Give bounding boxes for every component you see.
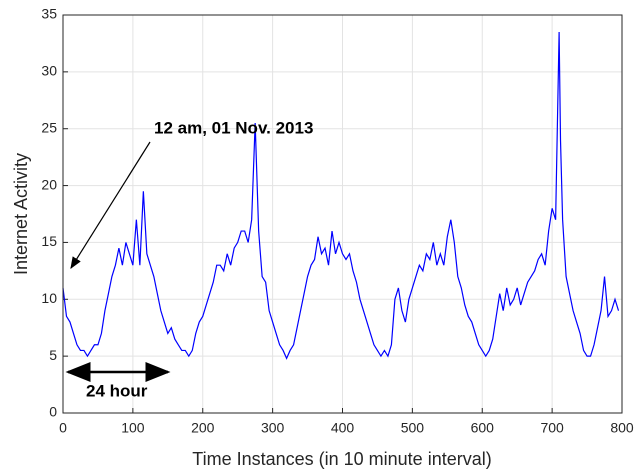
x-tick-label: 400	[331, 420, 355, 436]
data-line	[62, 32, 620, 360]
x-tick-label: 300	[261, 420, 285, 436]
y-tick-label: 20	[41, 176, 57, 192]
x-tick-label: 500	[401, 420, 425, 436]
y-tick-label: 15	[41, 233, 57, 249]
x-tick-label: 600	[471, 420, 495, 436]
y-tick-label: 10	[41, 290, 57, 306]
annotation: 24 hour	[86, 381, 148, 400]
x-axis-label: Time Instances (in 10 minute interval)	[192, 449, 491, 469]
x-tick-label: 700	[540, 420, 564, 436]
x-tick-label: 200	[191, 420, 215, 436]
y-tick-label: 35	[41, 6, 57, 22]
plot-frame	[62, 14, 623, 414]
y-tick-label: 0	[49, 404, 57, 420]
annotation: 12 am, 01 Nov. 2013	[154, 118, 313, 137]
x-tick-label: 100	[121, 420, 145, 436]
y-tick-label: 25	[41, 119, 57, 135]
annotation-arrow	[70, 141, 151, 270]
y-tick-label: 30	[41, 63, 57, 79]
y-axis-label: Internet Activity	[11, 153, 31, 275]
x-tick-label: 800	[610, 420, 634, 436]
y-tick-label: 5	[49, 347, 57, 363]
x-tick-label: 0	[59, 420, 67, 436]
